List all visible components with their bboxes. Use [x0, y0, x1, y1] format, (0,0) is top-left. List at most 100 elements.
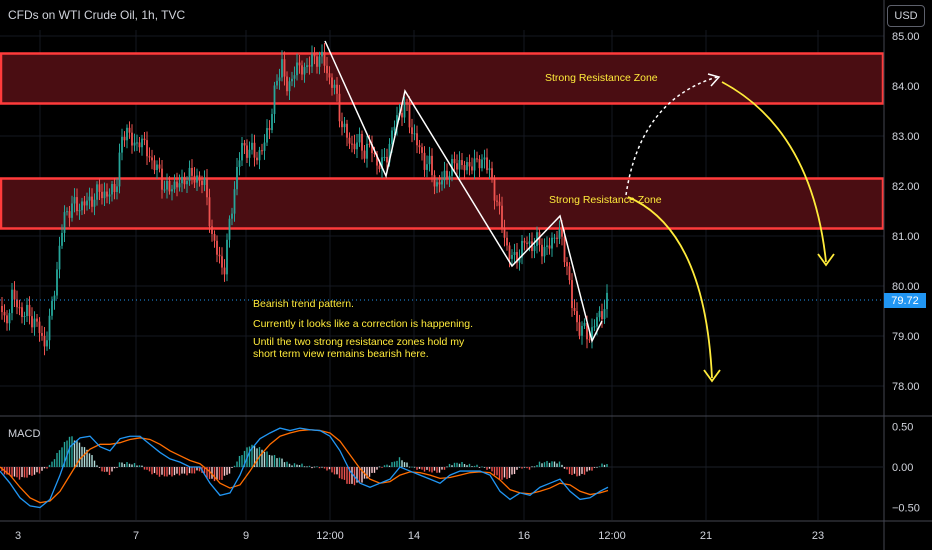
macd-bar: [23, 467, 26, 478]
candle-body: [226, 239, 228, 275]
candle-body: [343, 123, 346, 128]
macd-bar: [568, 467, 571, 475]
candle-body: [326, 65, 328, 74]
candle-body: [566, 262, 568, 267]
macd-bar: [288, 463, 291, 467]
macd-bar: [228, 467, 231, 474]
candle-body: [448, 175, 451, 179]
macd-bar: [368, 467, 371, 477]
candle-body: [428, 155, 431, 165]
candle-body: [298, 62, 301, 66]
candle-body: [251, 142, 253, 150]
macd-line: [0, 427, 609, 509]
candle-body: [16, 299, 18, 308]
candle-body: [188, 167, 191, 181]
macd-bar: [371, 467, 373, 473]
candle-body: [586, 322, 588, 340]
macd-bar: [388, 465, 391, 467]
candle-body: [48, 315, 51, 341]
macd-bar: [553, 461, 556, 467]
macd-bar: [46, 467, 48, 469]
currency-button[interactable]: USD: [887, 5, 925, 27]
macd-bar: [326, 467, 328, 471]
macd-bar: [406, 462, 408, 467]
candle-body: [283, 59, 286, 77]
candle-body: [571, 280, 573, 308]
candle-body: [278, 77, 281, 81]
macd-bar: [251, 444, 253, 467]
candle-body: [431, 155, 433, 176]
candle-body: [76, 197, 78, 212]
macd-bar: [348, 467, 351, 485]
candle-body: [81, 201, 83, 211]
macd-bar: [238, 455, 241, 467]
time-tick-label: 9: [243, 530, 249, 542]
macd-bar: [491, 467, 493, 472]
macd-histogram: [1, 436, 608, 486]
macd-bar: [513, 467, 516, 475]
macd-bar: [523, 466, 526, 468]
candle-body: [66, 211, 68, 213]
candle-body: [213, 234, 216, 241]
macd-bar: [466, 465, 468, 467]
candle-body: [196, 175, 198, 183]
macd-bar: [116, 467, 118, 468]
candle-body: [563, 236, 566, 263]
macd-bar: [461, 461, 463, 467]
price-tick-label: 84.00: [892, 81, 920, 93]
candle-body: [201, 180, 203, 185]
macd-bar: [591, 467, 593, 471]
macd-bar: [163, 467, 166, 477]
candle-body: [456, 163, 458, 170]
candle-body: [261, 150, 263, 152]
macd-bar: [593, 467, 596, 468]
candle-body: [221, 256, 223, 268]
candle-body: [293, 75, 296, 79]
candle-body: [606, 292, 608, 310]
candle-body: [68, 211, 71, 218]
candle-body: [556, 237, 558, 239]
macd-bar: [143, 467, 146, 470]
macd-bar: [361, 467, 363, 483]
candle-body: [361, 133, 363, 151]
candle-body: [596, 317, 598, 327]
macd-bar: [73, 440, 76, 467]
candle-body: [603, 309, 606, 320]
candle-body: [93, 199, 96, 207]
candle-body: [21, 307, 23, 317]
candle-body: [136, 142, 138, 144]
macd-bar: [38, 467, 41, 474]
candle-body: [356, 142, 358, 150]
macd-bar: [483, 466, 486, 468]
candle-body: [493, 178, 496, 201]
candle-body: [101, 191, 103, 199]
macd-bar: [176, 467, 178, 474]
candle-body: [36, 318, 38, 322]
macd-bar: [456, 462, 458, 467]
note-line-2: Currently it looks like a correction is …: [253, 318, 474, 330]
candle-body: [576, 311, 578, 323]
macd-bar: [13, 467, 16, 477]
macd-bar: [486, 467, 488, 470]
time-tick-label: 23: [812, 530, 824, 542]
macd-signal-line: [0, 429, 609, 504]
macd-bar: [563, 467, 566, 469]
candle-body: [503, 228, 506, 238]
candle-body: [268, 128, 271, 131]
candle-body: [363, 150, 366, 159]
macd-bar: [63, 441, 66, 467]
candle-body: [118, 152, 121, 187]
macd-bar: [393, 461, 396, 467]
candle-body: [501, 205, 503, 229]
candle-body: [303, 66, 306, 75]
macd-bar: [301, 463, 303, 467]
macd-bar: [331, 467, 333, 473]
macd-bar: [158, 467, 161, 477]
macd-bar: [256, 448, 258, 467]
macd-bar: [96, 465, 98, 467]
macd-label: MACD: [8, 428, 41, 440]
macd-bar: [126, 462, 128, 467]
macd-bar: [56, 452, 58, 467]
macd-bar: [136, 465, 138, 467]
